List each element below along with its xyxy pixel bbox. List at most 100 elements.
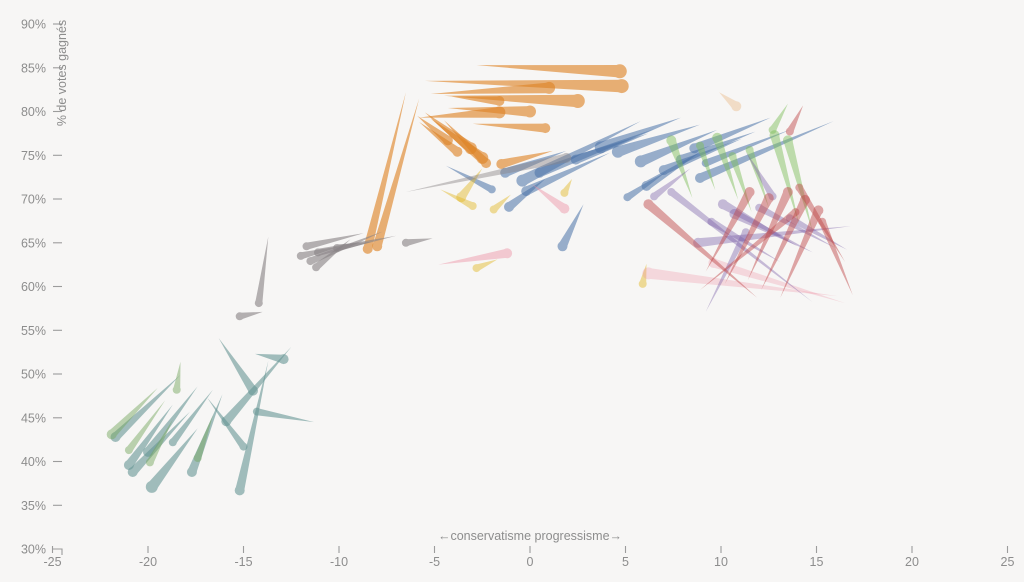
y-tick-label: 60% bbox=[21, 280, 46, 294]
comet bbox=[444, 120, 492, 169]
comet-series-blue bbox=[446, 117, 834, 252]
comet bbox=[252, 407, 315, 423]
comet bbox=[693, 226, 851, 248]
comet bbox=[145, 428, 198, 493]
y-tick-label: 40% bbox=[21, 455, 46, 469]
comet bbox=[333, 241, 372, 252]
comet bbox=[124, 400, 166, 455]
x-tick-label: -15 bbox=[234, 555, 252, 569]
comet bbox=[110, 374, 181, 442]
y-tick-label: 35% bbox=[21, 499, 46, 513]
comet bbox=[701, 129, 790, 168]
comet bbox=[700, 208, 800, 290]
comet bbox=[296, 246, 341, 260]
comet bbox=[440, 189, 477, 210]
comet bbox=[106, 388, 158, 440]
comet bbox=[168, 389, 213, 447]
comet-series-red bbox=[643, 105, 853, 298]
comet bbox=[456, 168, 483, 203]
comet bbox=[372, 98, 420, 252]
x-tick-label: 0 bbox=[527, 555, 534, 569]
y-tick-label: 50% bbox=[21, 368, 46, 382]
comet bbox=[745, 151, 777, 201]
comet bbox=[186, 394, 223, 477]
comet bbox=[500, 150, 567, 178]
x-axis-title: ←conservatisme progressisme→ bbox=[438, 529, 622, 543]
comet bbox=[531, 184, 570, 214]
comet bbox=[489, 194, 511, 214]
x-tick-label: 5 bbox=[622, 555, 629, 569]
comet bbox=[504, 178, 546, 212]
comet bbox=[623, 171, 668, 202]
comet bbox=[447, 105, 536, 118]
comet bbox=[780, 205, 824, 298]
comet bbox=[127, 411, 190, 477]
comet bbox=[719, 92, 742, 112]
comet bbox=[472, 259, 498, 273]
comet bbox=[785, 214, 848, 250]
x-tick-label: -20 bbox=[139, 555, 157, 569]
comet bbox=[560, 178, 572, 197]
comet bbox=[207, 397, 248, 451]
comet bbox=[768, 103, 788, 134]
comet-series-gray bbox=[235, 152, 572, 321]
comet bbox=[708, 257, 846, 304]
comet bbox=[634, 129, 718, 168]
comet bbox=[689, 117, 771, 154]
y-axis-corner-tick bbox=[53, 548, 63, 555]
comet-series-yellow bbox=[440, 168, 647, 288]
comet bbox=[172, 361, 181, 394]
comet bbox=[143, 386, 198, 457]
y-tick-label: 70% bbox=[21, 193, 46, 207]
comet-layer bbox=[106, 64, 853, 496]
comet bbox=[717, 199, 798, 247]
comet bbox=[769, 130, 800, 226]
comet bbox=[728, 152, 752, 213]
comet bbox=[666, 135, 693, 199]
comet-series-teal bbox=[110, 338, 315, 496]
comet bbox=[496, 150, 553, 169]
comet-series-pink bbox=[438, 184, 846, 304]
comet bbox=[696, 141, 716, 191]
comet bbox=[235, 311, 263, 321]
comet bbox=[362, 92, 406, 254]
y-tick-label: 90% bbox=[21, 18, 46, 32]
comet bbox=[667, 188, 813, 303]
comet bbox=[446, 165, 496, 194]
comet bbox=[705, 187, 755, 272]
comet bbox=[234, 360, 269, 496]
x-tick-label: 25 bbox=[1001, 555, 1015, 569]
comet bbox=[193, 415, 213, 462]
x-axis: -25 -20 -15 -10 -5 0 5 10 15 20 25 bbox=[43, 546, 1014, 569]
x-tick-label: -25 bbox=[43, 555, 61, 569]
comet bbox=[642, 267, 838, 297]
comet bbox=[782, 135, 813, 233]
y-tick-label: 75% bbox=[21, 149, 46, 163]
comet bbox=[401, 238, 433, 247]
comet bbox=[638, 263, 647, 288]
comet bbox=[712, 132, 739, 200]
comet bbox=[695, 121, 834, 183]
comet bbox=[747, 187, 793, 281]
comet bbox=[405, 152, 572, 192]
comet bbox=[675, 131, 756, 165]
comet bbox=[145, 419, 173, 467]
y-axis: 30% 35% 40% 45% 50% 55% 60% 65% 70% 75% 80% 85% 90% bbox=[21, 18, 63, 557]
comet bbox=[724, 193, 774, 284]
x-tick-label: 20 bbox=[905, 555, 919, 569]
comet-series-orange bbox=[362, 64, 742, 254]
y-axis-title: % de votes gagnés bbox=[55, 20, 69, 126]
x-tick-label: -5 bbox=[429, 555, 440, 569]
comet bbox=[755, 203, 836, 248]
comet bbox=[430, 81, 556, 94]
comet-series-green bbox=[666, 103, 813, 233]
comet bbox=[417, 115, 453, 146]
comet bbox=[643, 199, 758, 298]
y-tick-label: 85% bbox=[21, 61, 46, 75]
comet bbox=[705, 228, 750, 312]
y-tick-label: 80% bbox=[21, 105, 46, 119]
comet bbox=[729, 208, 813, 253]
comet bbox=[611, 124, 700, 158]
